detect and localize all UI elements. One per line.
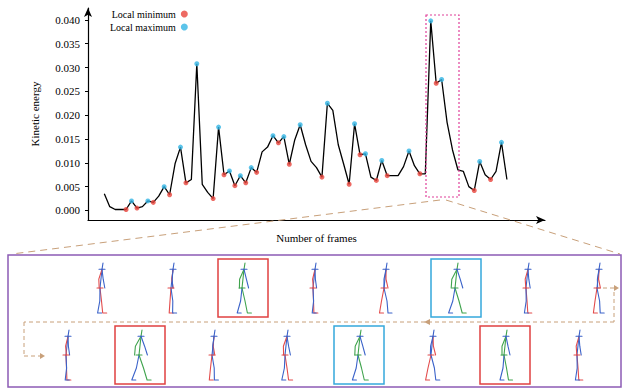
svg-text:Number of frames: Number of frames: [276, 232, 357, 244]
svg-text:0.010: 0.010: [55, 157, 80, 169]
svg-text:0.025: 0.025: [55, 85, 80, 97]
svg-text:0.005: 0.005: [55, 181, 80, 193]
svg-text:0.000: 0.000: [55, 204, 80, 216]
svg-text:0.030: 0.030: [55, 62, 80, 74]
svg-text:Local maximum: Local maximum: [110, 22, 176, 33]
svg-text:0.020: 0.020: [55, 109, 80, 121]
svg-text:Local minimum: Local minimum: [112, 9, 176, 20]
svg-text:0.040: 0.040: [55, 14, 80, 26]
svg-text:Kinetic energy: Kinetic energy: [29, 81, 41, 146]
svg-text:0.035: 0.035: [55, 38, 80, 50]
svg-text:0.015: 0.015: [55, 133, 80, 145]
